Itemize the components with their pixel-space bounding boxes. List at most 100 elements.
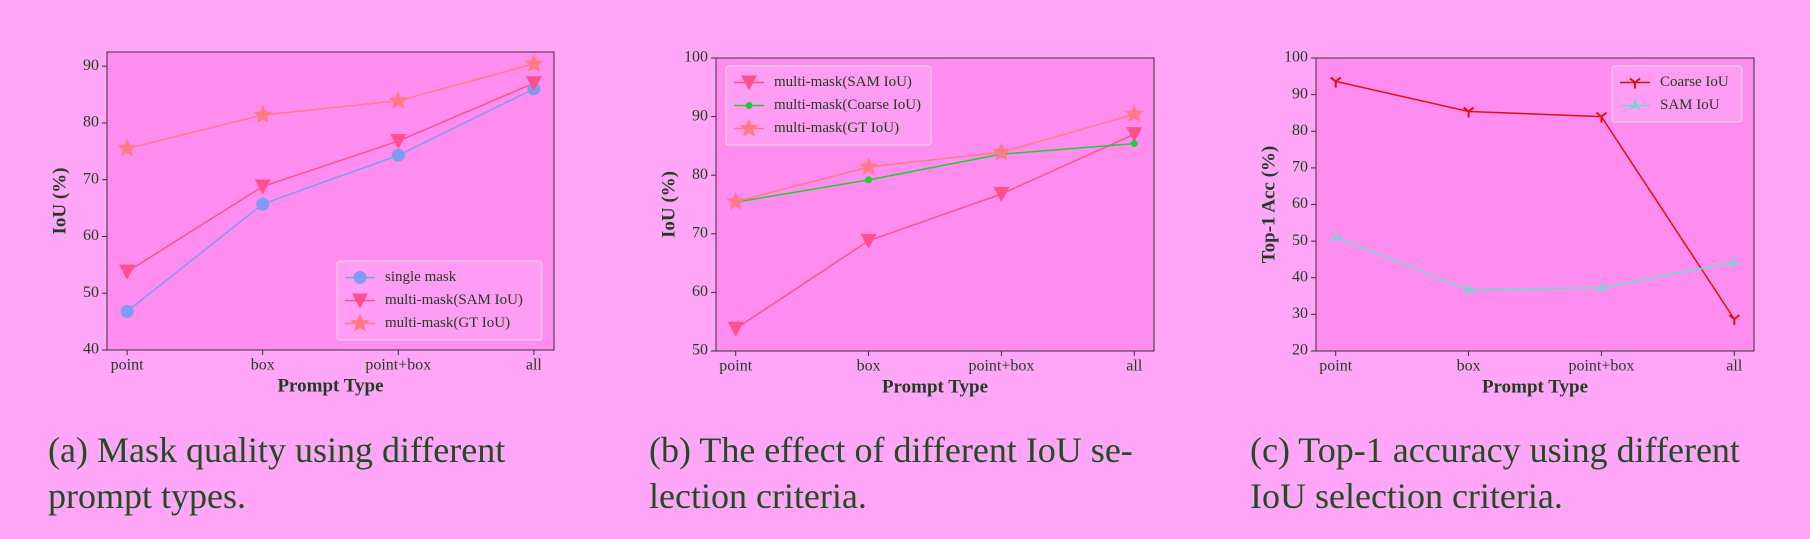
y-tick-label: 60	[692, 283, 708, 300]
x-tick-label: box	[1457, 358, 1481, 375]
marker	[1629, 99, 1641, 111]
x-axis-label: Prompt Type	[1482, 376, 1588, 397]
y-axis-label: IoU (%)	[658, 171, 679, 238]
marker	[350, 313, 370, 332]
marker	[991, 142, 1011, 161]
y-tick-label: 100	[1284, 49, 1308, 66]
x-tick-label: point+box	[1568, 358, 1634, 375]
y-tick-label: 50	[692, 342, 708, 359]
marker	[1330, 230, 1342, 242]
marker	[741, 75, 757, 91]
y-tick-label: 90	[83, 57, 99, 74]
caption: IoU selection criteria.	[1250, 476, 1563, 516]
marker	[525, 76, 542, 92]
series-line	[126, 63, 535, 150]
y-tick-label: 50	[83, 284, 99, 301]
legend-label: multi-mask(Coarse IoU)	[774, 97, 921, 113]
marker	[1330, 76, 1342, 88]
y-tick-label: 70	[692, 224, 708, 241]
marker	[859, 157, 879, 176]
caption: (c) Top-1 accuracy using different	[1250, 430, 1740, 470]
series-line	[126, 82, 535, 273]
plot-area	[715, 57, 1155, 352]
legend-box	[1611, 65, 1743, 123]
y-tick-label: 60	[1292, 195, 1308, 212]
marker	[352, 293, 368, 309]
y-tick-label: 70	[83, 170, 99, 187]
legend-label: multi-mask(SAM IoU)	[385, 292, 523, 308]
legend-label: single mask	[385, 269, 457, 285]
y-tick-label: 40	[83, 341, 99, 358]
caption: prompt types.	[48, 476, 246, 516]
marker	[1462, 106, 1475, 118]
marker	[256, 197, 270, 211]
y-tick-label: 100	[684, 49, 708, 66]
marker	[860, 233, 877, 249]
marker	[254, 179, 271, 195]
marker	[353, 271, 367, 284]
marker	[390, 134, 407, 150]
series-line	[1335, 80, 1735, 320]
marker	[524, 53, 544, 72]
marker	[1124, 104, 1144, 123]
marker	[727, 321, 744, 337]
x-tick-label: all	[526, 357, 543, 374]
marker	[726, 191, 746, 210]
y-tick-label: 40	[1292, 268, 1308, 285]
x-tick-label: all	[1726, 358, 1743, 375]
legend-label: multi-mask(GT IoU)	[774, 120, 899, 136]
x-tick-label: point	[1319, 358, 1352, 375]
caption: (b) The effect of different IoU se-	[649, 430, 1133, 470]
marker	[1728, 256, 1740, 268]
y-tick-label: 60	[83, 227, 99, 244]
series-line	[735, 133, 1135, 330]
x-tick-label: point+box	[968, 358, 1034, 375]
marker	[1595, 281, 1608, 293]
legend-label: multi-mask(SAM IoU)	[774, 74, 912, 90]
marker	[1462, 283, 1475, 295]
x-tick-label: point+box	[365, 357, 431, 374]
marker	[253, 105, 273, 124]
series-line	[735, 142, 1135, 203]
marker	[745, 102, 753, 109]
legend-label: SAM IoU	[1660, 97, 1720, 113]
y-tick-label: 20	[1292, 342, 1308, 359]
marker	[1126, 127, 1143, 143]
marker	[119, 264, 136, 280]
x-tick-label: all	[1126, 358, 1143, 375]
x-tick-label: point	[111, 357, 144, 374]
y-tick-label: 50	[1292, 232, 1308, 249]
y-tick-label: 70	[1292, 159, 1308, 176]
x-tick-label: point	[719, 358, 752, 375]
caption: lection criteria.	[649, 476, 867, 516]
marker	[391, 148, 405, 162]
y-axis-label: Top-1 Acc (%)	[1258, 146, 1279, 264]
y-tick-label: 90	[1292, 85, 1308, 102]
x-axis-label: Prompt Type	[277, 375, 383, 396]
y-tick-label: 90	[692, 107, 708, 124]
y-axis-label: IoU (%)	[49, 167, 70, 234]
marker	[865, 176, 873, 184]
x-tick-label: box	[857, 358, 881, 375]
x-axis-label: Prompt Type	[882, 376, 988, 397]
marker	[117, 138, 137, 157]
legend-box	[725, 65, 932, 146]
y-tick-label: 30	[1292, 305, 1308, 322]
caption: (a) Mask quality using different	[48, 430, 505, 470]
marker	[1728, 314, 1740, 326]
marker	[993, 186, 1010, 202]
series-line	[126, 88, 535, 312]
marker	[1130, 140, 1138, 148]
marker	[120, 304, 134, 318]
marker	[739, 118, 759, 137]
y-tick-label: 80	[692, 166, 708, 183]
marker	[1629, 77, 1641, 89]
marker	[388, 90, 408, 109]
legend-label: Coarse IoU	[1660, 74, 1729, 90]
x-tick-label: box	[251, 357, 275, 374]
series-line	[1335, 236, 1735, 291]
legend-box	[336, 260, 543, 341]
series-line	[735, 113, 1135, 203]
